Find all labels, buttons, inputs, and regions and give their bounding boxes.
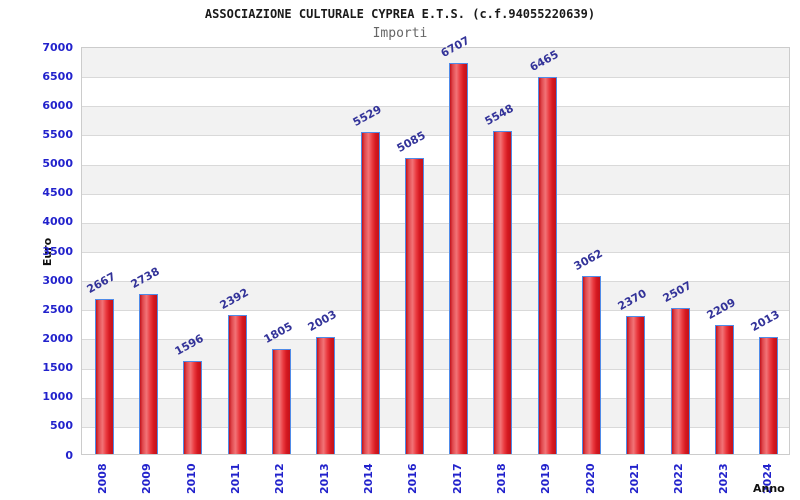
x-tick-label-2011: 2011 <box>229 463 243 494</box>
y-tick-label: 4500 <box>42 186 73 200</box>
y-tick-label: 6000 <box>42 98 73 112</box>
gridline <box>82 222 789 224</box>
x-tick-label-2014: 2014 <box>362 463 376 494</box>
bar-2009 <box>138 294 158 454</box>
plot-band <box>82 48 789 78</box>
y-tick-label: 1500 <box>42 361 73 375</box>
gridline <box>82 368 789 370</box>
bar-2019 <box>537 77 557 454</box>
gridline <box>82 135 789 137</box>
x-tick-label-2009: 2009 <box>140 463 154 494</box>
bar-2018 <box>493 130 513 454</box>
y-tick-label: 0 <box>65 448 73 462</box>
x-tick-label-2020: 2020 <box>583 463 597 494</box>
gridline <box>82 252 789 253</box>
y-tick-label: 3500 <box>42 244 73 258</box>
y-tick-label: 1000 <box>42 390 73 404</box>
x-tick-label-2019: 2019 <box>539 463 553 494</box>
y-tick-label: 500 <box>50 419 73 433</box>
y-tick-label: 3000 <box>42 273 73 287</box>
plot-area: 2667 2738 1596 2392 1805 2003 5529 5085 6707 5548… <box>81 34 790 455</box>
gridline <box>82 193 789 195</box>
gridline <box>82 310 789 312</box>
bar-2011 <box>227 314 247 454</box>
chart-title: ASSOCIAZIONE CULTURALE CYPREA E.T.S. (c.… <box>204 7 596 21</box>
plot-band <box>82 281 789 311</box>
bar-2021 <box>626 315 646 454</box>
plot-band <box>82 164 789 194</box>
x-tick-label-2013: 2013 <box>317 463 331 494</box>
plot-band <box>82 194 789 223</box>
bar-2020 <box>582 275 602 454</box>
gridline <box>82 426 789 428</box>
y-tick-label: 6500 <box>42 69 73 83</box>
bar-2017 <box>449 63 469 454</box>
bar-2024 <box>759 336 779 454</box>
bar-2010 <box>183 360 203 454</box>
chart-subtitle: Importi <box>372 26 428 41</box>
y-tick-label: 5000 <box>42 157 73 171</box>
plot-band <box>82 135 789 164</box>
y-tick-label: 4000 <box>42 215 73 229</box>
x-axis-title: Anno <box>753 482 785 495</box>
gridline <box>82 164 789 166</box>
bar-2014 <box>360 131 380 454</box>
x-tick-label-2016: 2016 <box>406 463 420 494</box>
bar-2016 <box>404 157 424 454</box>
x-tick-label-2008: 2008 <box>96 463 110 494</box>
bar-2013 <box>316 337 336 454</box>
x-tick-label-2021: 2021 <box>627 463 641 494</box>
x-tick-label-2018: 2018 <box>494 463 508 494</box>
bar-2012 <box>271 348 291 454</box>
y-tick-label: 7000 <box>42 40 73 54</box>
plot-band <box>82 222 789 252</box>
x-tick-label-2010: 2010 <box>184 463 198 494</box>
y-tick-label: 2000 <box>42 331 73 345</box>
y-tick-label: 2500 <box>42 302 73 316</box>
bar-2022 <box>670 307 690 454</box>
plot-band <box>82 77 789 106</box>
x-tick-label-2023: 2023 <box>716 463 730 494</box>
x-tick-label-2017: 2017 <box>450 463 464 494</box>
gridline <box>82 397 789 399</box>
gridline <box>82 281 789 283</box>
plot-band <box>82 106 789 136</box>
y-tick-label: 5500 <box>42 127 73 141</box>
gridline <box>82 339 789 341</box>
x-tick-label-2012: 2012 <box>273 463 287 494</box>
plot-band <box>82 252 789 281</box>
gridline <box>82 77 789 79</box>
gridline <box>82 106 789 108</box>
bar-2008 <box>94 298 114 454</box>
bar-2023 <box>715 325 735 454</box>
x-tick-label-2022: 2022 <box>672 463 686 494</box>
